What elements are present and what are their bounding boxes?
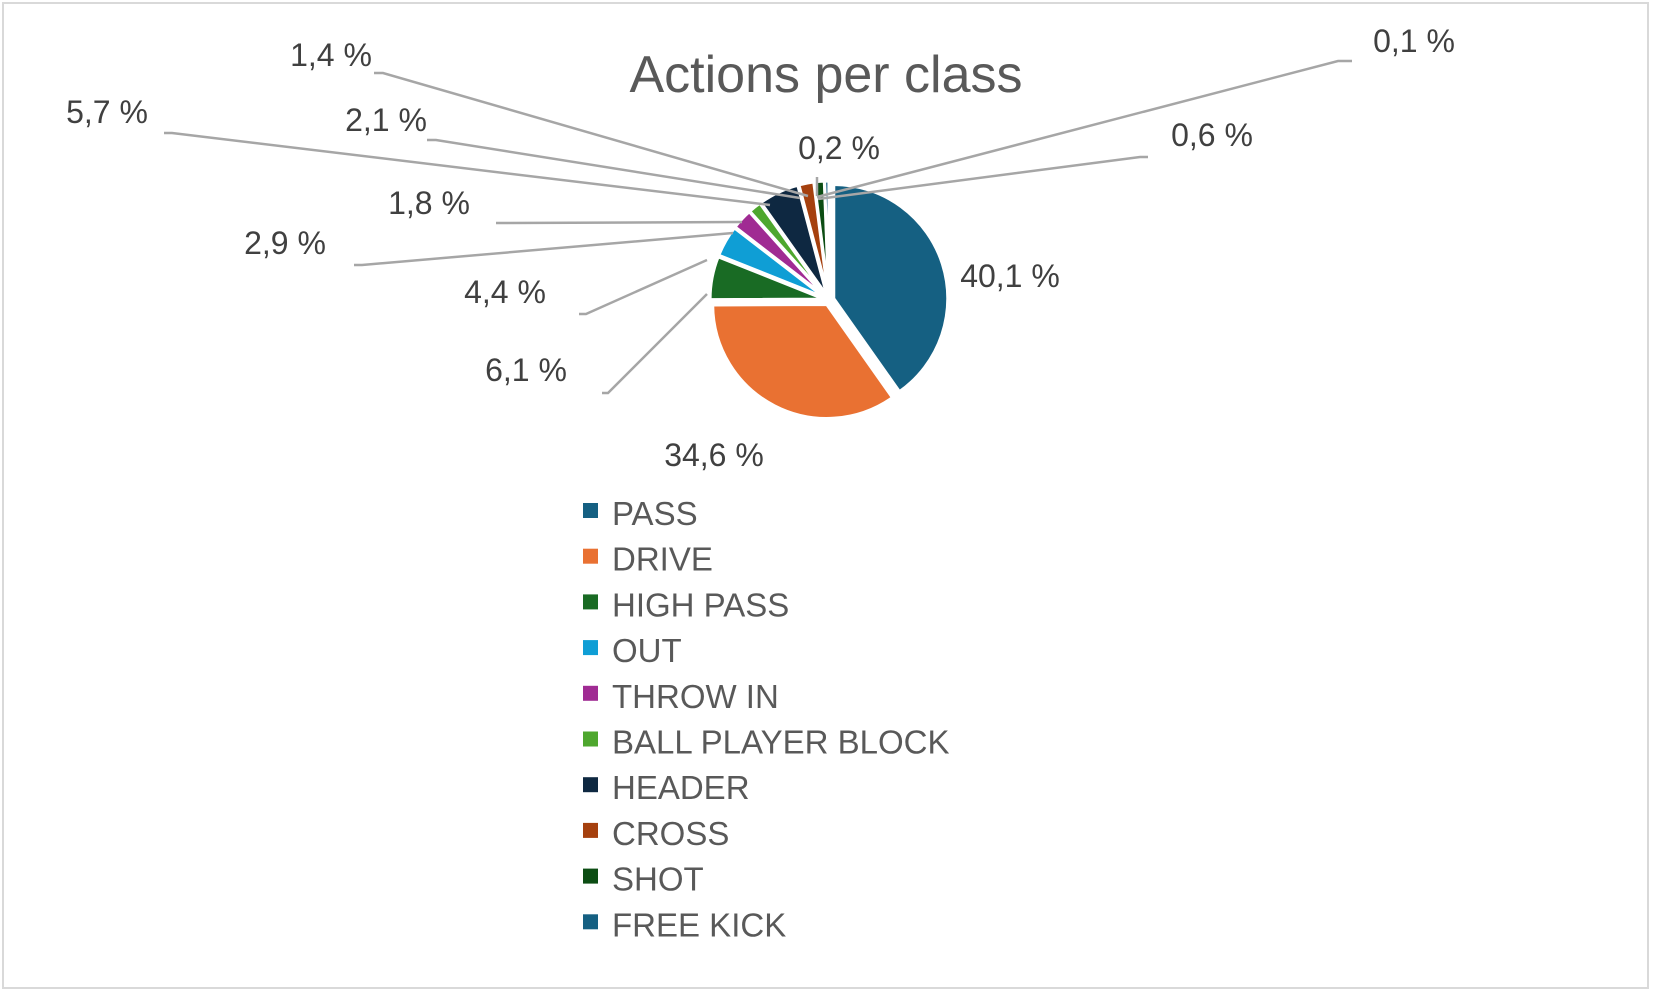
data-label-out: 4,4 %	[464, 274, 546, 310]
legend-item-throw-in: THROW IN	[583, 678, 779, 715]
legend-item-header: HEADER	[583, 769, 750, 806]
legend-item-pass: PASS	[583, 495, 698, 532]
legend-label: HIGH PASS	[612, 586, 789, 623]
data-label-out-leader-line	[579, 258, 708, 316]
chart-title: Actions per class	[629, 46, 1022, 104]
pie-slice-pass	[832, 182, 950, 394]
legend-label: PASS	[612, 495, 698, 532]
legend-label: OUT	[612, 632, 682, 669]
legend-swatch	[583, 822, 598, 838]
legend-item-shot: SHOT	[583, 861, 704, 898]
data-label-throw-in: 2,9 %	[244, 225, 326, 261]
data-label-free-kick: 0,6 %	[1171, 117, 1253, 153]
legend-item-out: OUT	[583, 632, 682, 669]
legend-swatch	[583, 548, 598, 564]
legend-swatch	[583, 777, 598, 793]
data-label-throw-in-leader-line	[354, 231, 734, 267]
legend-label: THROW IN	[612, 678, 779, 715]
legend-item-free-kick: FREE KICK	[583, 906, 786, 943]
legend-item-ball-player-block: BALL PLAYER BLOCK	[583, 724, 950, 761]
data-label-extra-2: 0,1 %	[1373, 23, 1455, 59]
data-label-free-kick-leader-line	[817, 155, 1148, 201]
data-label-header: 5,7 %	[66, 94, 148, 130]
pie-slice-high-pass	[708, 254, 825, 302]
legend-label: CROSS	[612, 815, 729, 852]
data-label-shot-leader-line	[374, 71, 809, 198]
data-label-drive: 34,6 %	[664, 437, 764, 473]
legend-swatch	[583, 503, 598, 518]
data-label-pass: 40,1 %	[960, 258, 1060, 294]
data-label-header-leader-line	[164, 131, 771, 207]
legend-item-drive: DRIVE	[583, 541, 713, 578]
data-label-extra-2-leader-line	[816, 59, 1352, 199]
legend-label: SHOT	[612, 861, 704, 898]
data-label-ball-player-block: 1,8 %	[388, 185, 470, 221]
legend-swatch	[583, 914, 598, 930]
legend-swatch	[583, 640, 598, 656]
legend-label: DRIVE	[612, 541, 713, 578]
data-label-high-pass-leader-line	[602, 293, 708, 395]
legend-item-high-pass: HIGH PASS	[583, 586, 789, 623]
legend-swatch	[583, 685, 598, 701]
legend-label: BALL PLAYER BLOCK	[612, 724, 950, 761]
data-label-extra-1: 0,2 %	[798, 130, 880, 166]
data-label-cross-leader-line	[427, 138, 801, 200]
legend-swatch	[583, 731, 598, 747]
legend-label: HEADER	[612, 769, 750, 806]
legend-item-cross: CROSS	[583, 815, 729, 852]
legend-swatch	[583, 868, 598, 884]
data-label-high-pass: 6,1 %	[485, 352, 567, 388]
data-label-shot: 1,4 %	[290, 37, 372, 73]
data-label-ball-player-block-leader-line	[496, 220, 743, 225]
pie-slice-drive	[711, 302, 895, 420]
legend-swatch	[583, 594, 598, 610]
legend-label: FREE KICK	[612, 906, 786, 943]
pie-slice-free-kick	[823, 179, 831, 296]
data-label-cross: 2,1 %	[345, 102, 427, 138]
